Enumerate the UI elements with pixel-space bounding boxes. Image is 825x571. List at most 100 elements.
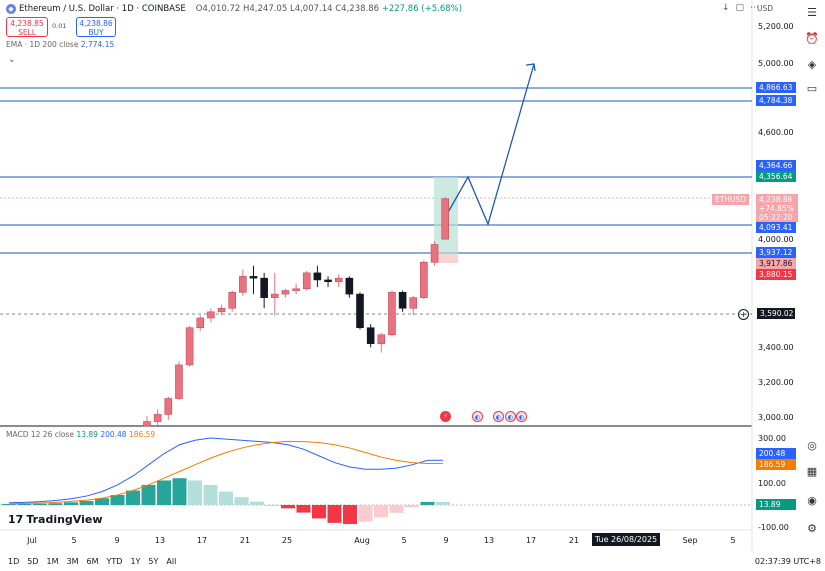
event-earnings-icon[interactable]: ⚡ xyxy=(440,411,451,422)
timeframe-3m[interactable]: 3M xyxy=(66,556,79,566)
event-flag-icon[interactable]: ◐ xyxy=(472,411,483,422)
buy-button[interactable]: 4,238.86 BUY xyxy=(76,17,116,37)
utc-clock[interactable]: 02:37:39 UTC+8 xyxy=(754,557,821,566)
time-label: 9 xyxy=(443,536,449,545)
macd-signal-value: 186.59 xyxy=(128,430,156,439)
alarm-clock-icon[interactable]: ⏰ xyxy=(805,32,819,45)
last-pct: +74.85% xyxy=(759,204,794,213)
event-flag-icon[interactable]: ◐ xyxy=(493,411,504,422)
candles-group xyxy=(143,197,450,427)
macd-legend[interactable]: MACD 12 26 close 13.89 200.48 186.59 xyxy=(6,430,155,439)
buy-price: 4,238.86 xyxy=(79,19,113,28)
candle-body xyxy=(334,277,343,283)
macd-histogram-bar xyxy=(126,490,140,505)
macd-histogram-bar xyxy=(2,503,16,505)
add-alert-icon[interactable]: + xyxy=(738,309,749,320)
price-label: 5,000.00 xyxy=(758,59,794,68)
time-label: 13 xyxy=(154,536,166,545)
collapse-legend-icon[interactable]: ⌄ xyxy=(8,55,16,65)
more-icon[interactable]: ⋯ xyxy=(750,3,760,13)
price-label: 4,000.00 xyxy=(758,235,794,244)
macd-histogram-bar xyxy=(234,497,249,505)
time-label: 5 xyxy=(730,536,736,545)
symbol-title[interactable]: Ethereum / U.S. Dollar · 1D · COINBASE xyxy=(19,4,186,14)
macd-hist-value: 13.89 xyxy=(76,430,98,439)
time-label: 9 xyxy=(114,536,120,545)
sell-label: SELL xyxy=(18,28,36,37)
time-label: 17 xyxy=(525,536,537,545)
bar-timer: 05:22:20 xyxy=(759,213,793,222)
candle-body xyxy=(345,277,354,295)
projection-arrowhead xyxy=(525,63,536,72)
currency-label[interactable]: USD xyxy=(757,4,774,13)
arrow-down-icon[interactable]: ↓ xyxy=(722,3,730,13)
price-label: 4,600.00 xyxy=(758,128,794,137)
event-flag-icon[interactable]: ◐ xyxy=(516,411,527,422)
candle-body xyxy=(292,288,300,291)
macd-histogram-bar xyxy=(436,501,450,505)
candle-body xyxy=(196,317,205,329)
spread-value: 0.01 xyxy=(52,22,67,30)
candle-body xyxy=(430,244,439,263)
candle-body xyxy=(313,272,322,281)
time-label: 5 xyxy=(71,536,77,545)
price-label: 3,200.00 xyxy=(758,378,794,387)
maximize-icon[interactable]: ▢ xyxy=(735,3,745,13)
candle-body xyxy=(366,327,375,344)
timeframe-6m[interactable]: 6M xyxy=(86,556,99,566)
timeframe-1y[interactable]: 1Y xyxy=(130,556,141,566)
target-icon[interactable]: ◎ xyxy=(807,439,817,452)
macd-label: MACD 12 26 close xyxy=(6,430,75,439)
macd-histogram-bar xyxy=(188,480,202,505)
broadcast-icon[interactable]: ◉ xyxy=(807,494,817,507)
macd-histogram-bar xyxy=(374,505,388,518)
timeframe-5y[interactable]: 5Y xyxy=(148,556,159,566)
signal-line xyxy=(8,440,444,505)
event-flag-icon[interactable]: ◐ xyxy=(505,411,516,422)
timeframe-1d[interactable]: 1D xyxy=(8,556,20,566)
layers-icon[interactable]: ◈ xyxy=(807,58,817,71)
candle-body xyxy=(356,293,364,329)
macd-axis-label: 100.00 xyxy=(758,479,786,488)
candle-body xyxy=(441,198,450,240)
timeframe-5d[interactable]: 5D xyxy=(27,556,39,566)
macd-histogram-bar xyxy=(405,505,419,508)
ema-legend[interactable]: EMA · 1D 200 close 2,774.15 xyxy=(6,40,114,49)
macd-histogram-bar xyxy=(281,505,295,509)
candle-body xyxy=(270,293,279,298)
timeframe-all[interactable]: All xyxy=(166,556,177,566)
macd-axis-label: -100.00 xyxy=(758,523,789,532)
macd-histogram-bar xyxy=(358,505,373,522)
macd-histogram-bar xyxy=(110,494,125,505)
ethereum-icon: ◆ xyxy=(6,4,16,14)
macd-histogram-group xyxy=(2,478,450,524)
candle-body xyxy=(185,327,194,366)
sell-button[interactable]: 4,238.85 SELL xyxy=(6,17,48,37)
chat-icon[interactable]: ▭ xyxy=(806,82,818,95)
candle-body xyxy=(228,292,236,309)
last-price: 4,238.86 xyxy=(759,195,793,204)
watchlist-icon[interactable]: ☰ xyxy=(807,6,817,19)
macd-histogram-bar xyxy=(203,484,218,505)
timeframe-ytd[interactable]: YTD xyxy=(106,556,123,566)
help-icon[interactable]: ⚙ xyxy=(807,522,817,535)
candle-body xyxy=(302,272,311,290)
pane-controls: ↓ ▢ ⋯ xyxy=(722,3,759,13)
candle-body xyxy=(239,276,247,293)
last-price-tag: 4,238.86 +74.85% 05:22:20 xyxy=(756,194,798,222)
candle-body xyxy=(281,290,290,295)
macd-tag-signal: 186.59 xyxy=(756,459,796,470)
tradingview-logo[interactable]: 𝟭𝟳 TradingView xyxy=(8,513,103,526)
candle-body xyxy=(153,414,162,422)
macd-histogram-bar xyxy=(64,502,78,505)
macd-tag-line: 200.48 xyxy=(756,448,796,459)
candle-body xyxy=(164,398,173,415)
macd-histogram-bar xyxy=(141,484,156,505)
macd-histogram-bar xyxy=(17,503,32,505)
timeframe-1m[interactable]: 1M xyxy=(46,556,59,566)
calendar-icon[interactable]: ▦ xyxy=(806,465,818,478)
candle-body xyxy=(324,279,332,283)
macd-histogram-bar xyxy=(296,505,311,513)
